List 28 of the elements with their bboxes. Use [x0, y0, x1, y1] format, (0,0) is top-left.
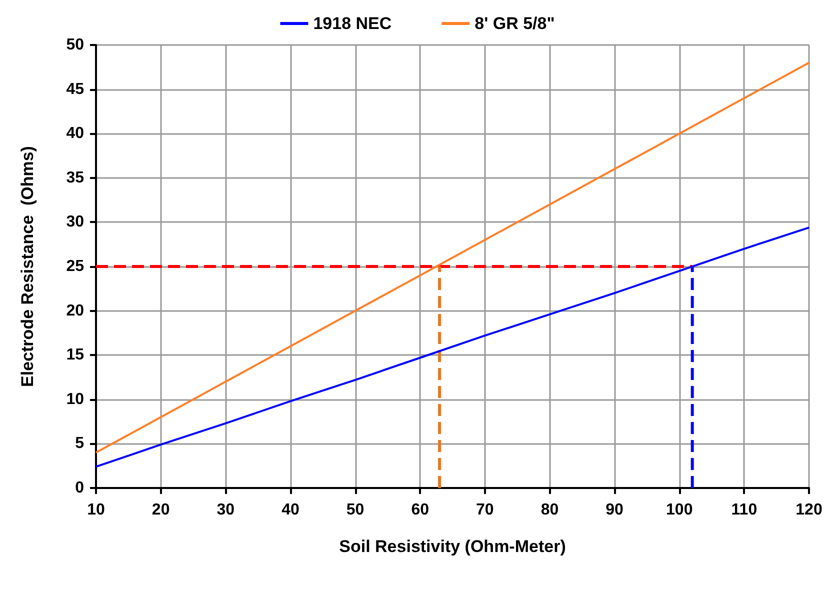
x-axis-title: Soil Resistivity (Ohm-Meter)	[339, 537, 566, 556]
x-tick-label: 60	[411, 502, 430, 518]
x-tick-label: 110	[731, 502, 758, 518]
x-tick-label: 10	[87, 502, 105, 518]
legend-label: 1918 NEC	[313, 14, 392, 33]
y-tick-label: 5	[75, 435, 84, 452]
x-tick-label: 80	[540, 502, 559, 518]
x-tick-label: 100	[666, 502, 693, 518]
legend-label: 8' GR 5/8"	[474, 14, 555, 33]
y-tick-label: 40	[66, 125, 84, 142]
y-tick-label: 35	[66, 169, 84, 186]
y-tick-label: 30	[66, 214, 84, 231]
x-tick-label: 40	[282, 502, 300, 518]
x-tick-label: 30	[216, 502, 235, 518]
y-tick-label: 0	[75, 480, 84, 496]
x-tick-label: 50	[346, 502, 364, 518]
y-tick-label: 10	[66, 390, 84, 408]
line-series	[95, 62, 810, 454]
y-tick-label: 45	[66, 80, 84, 98]
x-tick-label: 70	[476, 502, 494, 518]
y-tick-label: 20	[66, 302, 84, 320]
y-tick-label: 25	[66, 258, 84, 275]
y-tick-label: 15	[66, 346, 84, 364]
x-tick-label: 20	[152, 502, 170, 518]
y-axis-title: Electrode Resistance (Ohms)	[18, 146, 37, 387]
y-tick-label: 50	[66, 36, 84, 54]
x-tick-label: 90	[606, 502, 624, 518]
x-tick-label: 120	[796, 502, 822, 518]
